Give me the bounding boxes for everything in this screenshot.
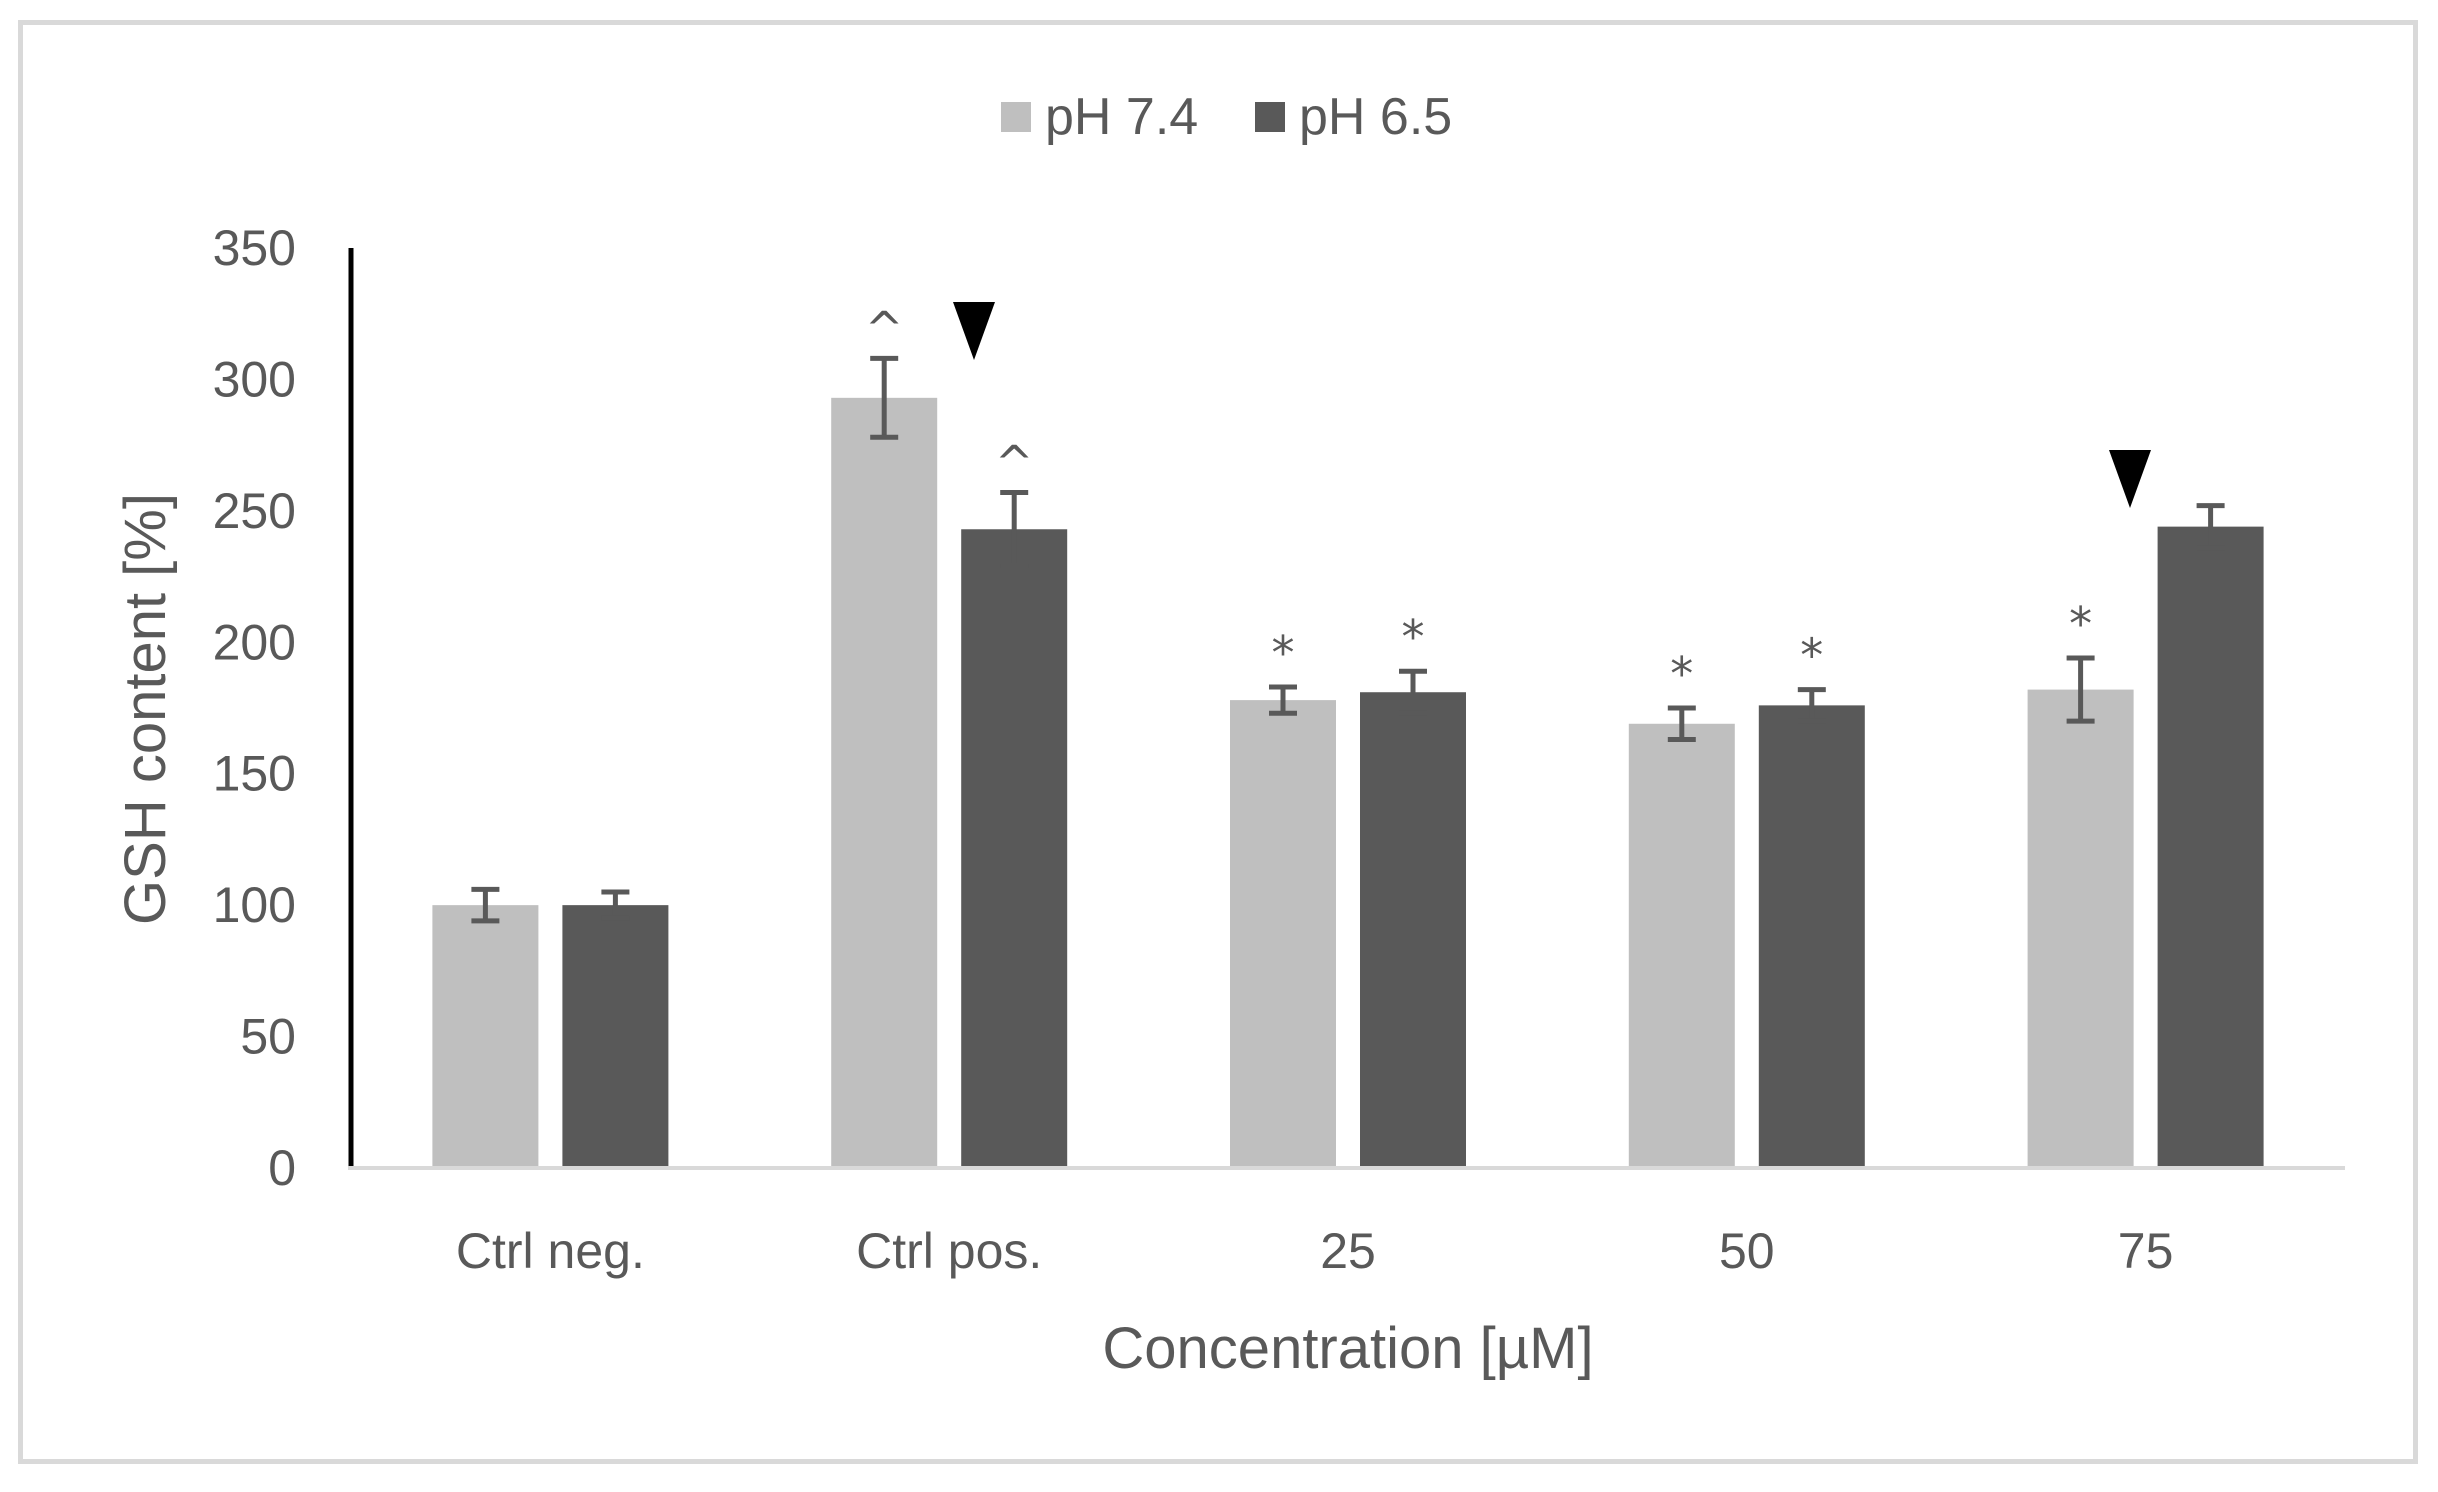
error-bar	[601, 889, 630, 921]
y-tick-label: 350	[213, 220, 296, 276]
significance-asterisk: *	[2069, 597, 2092, 651]
error-bar	[2066, 655, 2095, 724]
caret-marker: ^	[865, 301, 904, 355]
bar	[562, 905, 669, 1168]
legend-label-ph-6-5: pH 6.5	[1299, 88, 1452, 146]
significance-asterisk: *	[1800, 629, 1823, 683]
y-tick-label: 150	[213, 746, 296, 802]
x-tick-label: 50	[1719, 1223, 1775, 1279]
caret-marker: ^	[995, 435, 1034, 489]
y-tick-label: 50	[240, 1009, 296, 1065]
error-bar	[1269, 684, 1297, 716]
error-bar	[1667, 705, 1696, 743]
bar	[831, 397, 938, 1168]
y-tick-label: 200	[213, 614, 296, 670]
bar	[432, 905, 539, 1168]
bar	[1360, 692, 1466, 1168]
error-bars	[471, 355, 2225, 924]
y-tick-label: 300	[213, 351, 296, 407]
y-tick-labels: 0 50 100 150 200 250 300 350	[213, 220, 296, 1196]
error-bar	[1797, 687, 1826, 724]
bars	[432, 397, 2264, 1168]
x-tick-label: 75	[2118, 1223, 2174, 1279]
legend: pH 7.4 pH 6.5	[1001, 88, 1452, 146]
y-tick-label: 100	[213, 877, 296, 933]
chart-frame	[18, 20, 2418, 1464]
error-bar	[870, 355, 899, 440]
x-tick-label: Ctrl pos.	[856, 1223, 1042, 1279]
significance-asterisk: *	[1670, 647, 1693, 701]
legend-swatch-ph-7-4	[1001, 102, 1031, 132]
y-tick-label: 0	[268, 1140, 296, 1196]
down-triangle-marker	[953, 302, 995, 360]
error-bar	[471, 886, 500, 924]
legend-swatch-ph-6-5	[1255, 102, 1285, 132]
down-triangle-marker	[2109, 450, 2151, 508]
significance-asterisk: *	[1272, 626, 1295, 680]
bar	[1230, 700, 1336, 1168]
bar	[1758, 705, 1865, 1168]
significance-annotations: ^ ^ * * * * *	[865, 301, 2151, 701]
legend-label-ph-7-4: pH 7.4	[1045, 88, 1198, 146]
error-bar	[2196, 503, 2225, 551]
bar	[2157, 526, 2264, 1168]
x-tick-label: Ctrl neg.	[456, 1223, 645, 1279]
x-axis-title: Concentration [µM]	[1102, 1316, 1593, 1381]
bar	[961, 529, 1068, 1168]
x-tick-labels: Ctrl neg. Ctrl pos. 25 50 75	[456, 1223, 2173, 1279]
x-tick-label: 25	[1320, 1223, 1376, 1279]
bar	[1628, 723, 1735, 1168]
error-bar	[1000, 489, 1029, 569]
y-axis-title: GSH content [%]	[113, 493, 178, 925]
y-tick-label: 250	[213, 483, 296, 539]
bar	[2027, 689, 2134, 1168]
error-bar	[1399, 668, 1427, 716]
significance-asterisk: *	[1402, 610, 1425, 664]
